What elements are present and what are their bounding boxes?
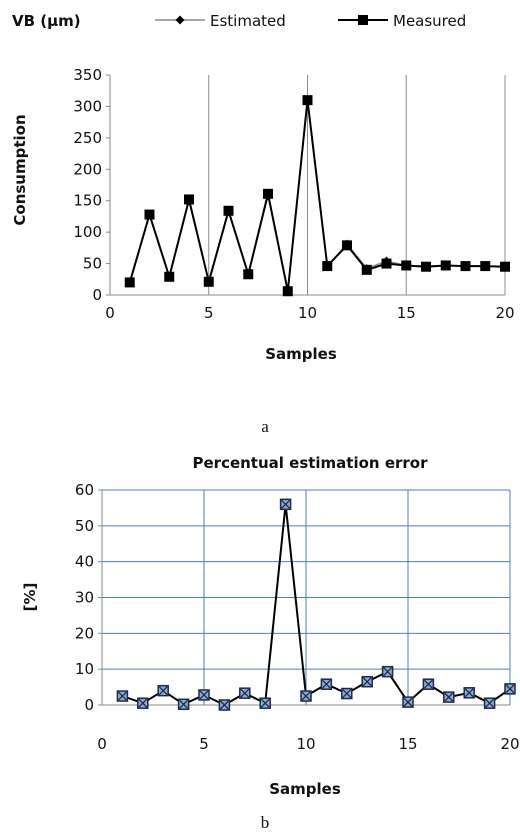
data-point	[483, 697, 496, 709]
x-tick-labels: 0 5 10 15 20	[97, 735, 519, 753]
legend-label-estimated: Estimated	[210, 12, 286, 30]
data-point	[381, 258, 392, 269]
y-tick-label: 20	[75, 624, 94, 642]
y-tick-label: 0	[92, 286, 102, 304]
legend: Estimated Measured	[155, 12, 466, 30]
chart-a: VB (µm) Estimated Measured 0501001502002…	[11, 12, 515, 436]
y-tick-label: 300	[73, 97, 102, 115]
legend-marker-measured	[358, 15, 368, 25]
y-tick-label: 250	[73, 129, 102, 147]
y-axis-label: Consumption	[11, 114, 29, 225]
y-tick-label: 50	[75, 517, 94, 535]
data-point	[504, 683, 516, 695]
data-point	[239, 687, 251, 699]
chart-title: Percentual estimation error	[193, 454, 429, 472]
y-tick-label: 100	[73, 223, 102, 241]
data-point	[460, 261, 471, 272]
data-point	[223, 205, 234, 216]
panel-caption-a: a	[261, 417, 269, 436]
data-point	[218, 699, 231, 711]
data-point	[198, 689, 210, 701]
plot-area	[116, 498, 516, 711]
data-point	[300, 690, 312, 702]
data-point	[279, 498, 292, 511]
x-tick-labels: 0 5 10 15 20	[105, 304, 514, 322]
data-point	[137, 697, 149, 709]
data-point	[443, 691, 455, 703]
y-tick-label: 10	[75, 660, 94, 678]
data-point	[320, 678, 333, 690]
x-tick-label: 0	[97, 735, 107, 753]
x-axis-label: Samples	[265, 345, 337, 363]
data-point	[177, 698, 190, 711]
data-point	[421, 261, 431, 272]
y-tick-label: 30	[75, 589, 94, 607]
data-point	[381, 665, 394, 678]
data-point	[401, 260, 412, 271]
data-point	[203, 276, 214, 287]
data-point	[463, 687, 475, 699]
x-tick-label: 5	[199, 735, 209, 753]
legend-marker-estimated	[175, 15, 185, 25]
panel-caption-b: b	[261, 813, 270, 832]
data-point	[322, 261, 333, 272]
data-point	[144, 209, 155, 220]
y-tick-labels: 0 50 100 150 200 250 300 350	[73, 66, 102, 304]
data-point	[259, 697, 271, 709]
x-tick-label: 20	[500, 735, 519, 753]
data-point	[500, 261, 510, 272]
data-point	[164, 271, 175, 282]
data-point	[361, 675, 373, 688]
plot-area	[124, 95, 510, 297]
y-tick-label: 200	[73, 160, 102, 178]
data-point	[302, 95, 313, 106]
x-tick-label: 10	[296, 735, 315, 753]
axes	[98, 489, 510, 706]
data-point	[341, 687, 353, 700]
y-axis-label: [%]	[21, 583, 39, 612]
x-tick-label: 5	[204, 304, 214, 322]
data-point	[422, 678, 435, 690]
y-tick-label: 350	[73, 66, 102, 84]
data-point	[480, 261, 491, 272]
data-point	[116, 690, 129, 702]
corner-label: VB (µm)	[12, 12, 81, 30]
grid	[102, 489, 511, 705]
x-tick-label: 0	[105, 304, 115, 322]
y-tick-label: 50	[83, 255, 102, 273]
data-point	[184, 194, 194, 205]
x-tick-label: 20	[495, 304, 514, 322]
data-point	[342, 240, 352, 251]
legend-label-measured: Measured	[393, 12, 466, 30]
grid	[208, 75, 506, 295]
y-tick-label: 60	[75, 481, 94, 499]
data-point	[124, 277, 135, 288]
x-tick-label: 10	[298, 304, 317, 322]
data-point	[263, 188, 273, 199]
data-point	[402, 696, 414, 708]
y-tick-label: 0	[84, 696, 94, 714]
data-point	[243, 269, 254, 280]
series-line-error	[122, 503, 511, 706]
data-point	[440, 260, 451, 271]
x-axis-label: Samples	[269, 780, 341, 798]
y-tick-labels: 0 10 20 30 40 50 60	[75, 481, 94, 714]
chart-b: Percentual estimation error 010203040506…	[21, 454, 520, 832]
axes	[106, 74, 505, 296]
x-tick-label: 15	[398, 735, 417, 753]
y-tick-label: 150	[73, 192, 102, 210]
data-point	[157, 684, 169, 697]
x-tick-label: 15	[397, 304, 416, 322]
data-point	[361, 264, 372, 275]
data-point	[282, 286, 293, 297]
y-tick-label: 40	[75, 553, 94, 571]
